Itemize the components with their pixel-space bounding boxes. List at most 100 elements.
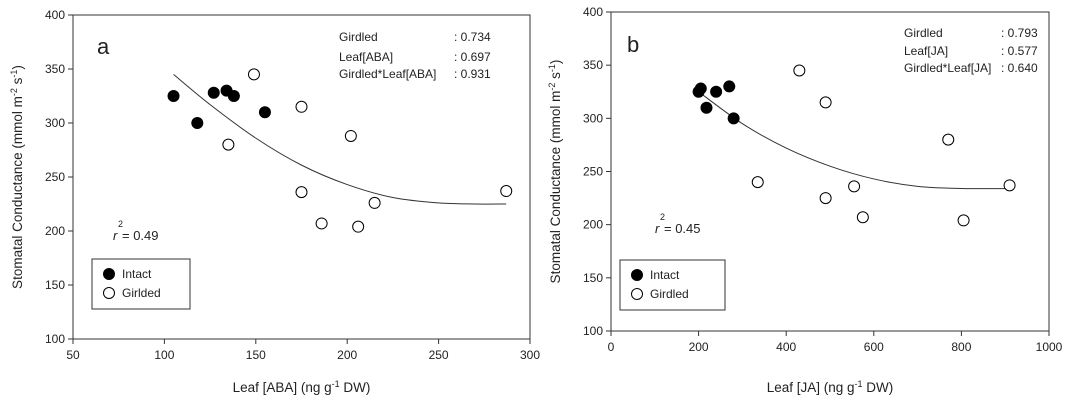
girdled-point [222, 138, 235, 151]
girdled-point [793, 64, 806, 77]
girdled-point [344, 129, 357, 142]
chart-panel-a: 50 100 150 200 250 300100150200250300350400Le… [9, 8, 540, 395]
fit-curve [698, 91, 1010, 190]
stat-label: Girdled*Leaf[ABA] [339, 67, 436, 81]
y-tick-label: 100 [583, 324, 603, 338]
intact-point [723, 80, 736, 93]
stat-value: : 0.793 [1001, 26, 1038, 40]
stat-label: Girdled [339, 30, 378, 44]
girdled-point [295, 186, 308, 199]
y-axis-label-part: s [548, 72, 563, 83]
legend: Intact Girdled [619, 259, 726, 311]
girdled-point [247, 68, 260, 81]
y-axis-label-part: s [10, 77, 25, 88]
x-tick-label: 300 [520, 348, 540, 362]
intact-point [710, 85, 723, 98]
y-tick-label: 200 [45, 224, 65, 238]
y-tick-label: 350 [583, 58, 603, 72]
intact-point [694, 82, 707, 95]
x-tick-label: 800 [951, 340, 971, 354]
y-axis-label-part: ) [10, 65, 25, 70]
girdled-point [295, 100, 308, 113]
girdled-point [942, 133, 955, 146]
y-tick-label: 400 [583, 5, 603, 19]
y-tick-label: 150 [45, 278, 65, 292]
x-tick-label: 100 [154, 348, 174, 362]
x-tick-label: 200 [689, 340, 709, 354]
girdled-point [1003, 179, 1016, 192]
x-axis-label-part: Leaf [ABA] (ng g [233, 380, 332, 395]
x-axis-label: Leaf [JA] (ng g-1 DW) [767, 379, 894, 395]
y-axis-label-part: -2 [547, 83, 557, 91]
x-axis-label-part: -1 [332, 379, 340, 389]
girdled-point [957, 214, 970, 227]
legend-label: Girdled [650, 287, 689, 301]
y-tick-label: 200 [583, 218, 603, 232]
legend-marker [631, 269, 643, 281]
girdled-point [368, 196, 381, 209]
y-axis-label-part: Stomatal Conductance (mmol m [10, 96, 25, 289]
x-axis-label-part: DW) [340, 380, 371, 395]
stat-label: Leaf[ABA] [339, 50, 393, 64]
girdled-point [819, 192, 832, 205]
panel-letter: b [627, 32, 639, 57]
stat-value: : 0.640 [1001, 61, 1038, 75]
girdled-point [500, 185, 513, 198]
r2-symbol: r [113, 228, 118, 243]
intact-point [227, 90, 240, 102]
intact-point [191, 117, 204, 129]
y-tick-label: 100 [45, 332, 65, 346]
y-tick-label: 350 [45, 62, 65, 76]
legend-label: Girlded [122, 286, 161, 300]
stat-value: : 0.577 [1001, 44, 1038, 58]
y-tick-label: 150 [583, 271, 603, 285]
y-tick-label: 300 [583, 111, 603, 125]
y-axis-label: Stomatal Conductance (mmol m-2 s-1) [547, 60, 563, 284]
legend-marker [631, 288, 643, 300]
girdled-point [856, 211, 869, 224]
fit-curve [173, 74, 507, 205]
girdled-point [819, 96, 832, 109]
chart-panel-b: 0 200 400 600 800 1000 100 150 200 250 300 350 400 Le… [547, 5, 1063, 395]
stat-label: Girdled*Leaf[JA] [904, 61, 991, 75]
r2-value: = 0.45 [664, 221, 701, 236]
girdled-point [751, 176, 764, 189]
x-tick-label: 400 [776, 340, 796, 354]
y-tick-label: 250 [583, 165, 603, 179]
girdled-point [352, 220, 365, 233]
stat-value: : 0.931 [454, 67, 491, 81]
stat-label: Girdled [904, 26, 943, 40]
r2-value: = 0.49 [122, 228, 159, 243]
legend-marker [103, 268, 115, 280]
stat-value: : 0.734 [454, 30, 491, 44]
y-axis-label-part: -1 [9, 70, 19, 78]
x-tick-label: 600 [864, 340, 884, 354]
legend-marker [103, 287, 115, 299]
intact-point [207, 86, 220, 99]
legend-label: Intact [650, 268, 680, 282]
girdled-point [315, 217, 328, 230]
y-axis-label-part: ) [548, 60, 563, 65]
x-axis-label-part: DW) [863, 380, 894, 395]
y-axis-label-part: Stomatal Conductance (mmol m [548, 91, 563, 284]
x-tick-label: 250 [429, 348, 449, 362]
legend: Intact Girlded [91, 258, 191, 310]
intact-point [167, 90, 180, 102]
x-axis-label-part: -1 [855, 379, 863, 389]
legend-label: Intact [122, 267, 152, 281]
x-axis-label-part: Leaf [JA] (ng g [767, 380, 855, 395]
y-axis-label: Stomatal Conductance (mmol m-2 s-1) [9, 65, 25, 289]
stat-value: : 0.697 [454, 50, 491, 64]
y-axis-label-part: -1 [547, 64, 557, 72]
r2-superscript: 2 [660, 212, 665, 222]
intact-point [258, 106, 271, 119]
x-axis-label: Leaf [ABA] (ng g-1 DW) [233, 379, 371, 395]
x-tick-label: 1000 [1036, 340, 1063, 354]
x-tick-label: 50 [66, 348, 80, 362]
x-tick-label: 200 [337, 348, 357, 362]
legend-box [619, 259, 726, 311]
x-tick-label: 150 [246, 348, 266, 362]
intact-point [700, 101, 713, 114]
y-tick-label: 300 [45, 116, 65, 130]
